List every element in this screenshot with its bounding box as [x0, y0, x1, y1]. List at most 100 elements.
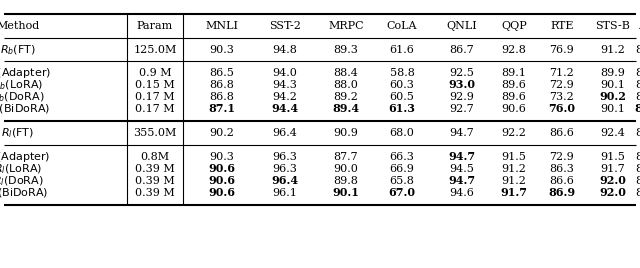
Text: $R_l$(Adapter): $R_l$(Adapter)	[0, 150, 50, 164]
Text: 72.9: 72.9	[550, 152, 574, 162]
Text: 90.6: 90.6	[502, 104, 527, 114]
Text: 67.0: 67.0	[388, 188, 415, 199]
Text: 84.6: 84.6	[636, 92, 640, 102]
Text: 90.9: 90.9	[333, 128, 358, 138]
Text: 65.8: 65.8	[390, 176, 415, 186]
Text: 0.8M: 0.8M	[140, 152, 170, 162]
Text: 84.4: 84.4	[636, 80, 640, 90]
Text: Method: Method	[0, 21, 40, 31]
Text: 94.8: 94.8	[273, 45, 298, 55]
Text: 85.5: 85.5	[636, 45, 640, 55]
Text: 91.2: 91.2	[502, 176, 527, 186]
Text: 73.2: 73.2	[550, 92, 574, 102]
Text: MRPC: MRPC	[328, 21, 364, 31]
Text: 90.1: 90.1	[600, 104, 625, 114]
Text: 89.1: 89.1	[502, 68, 527, 78]
Text: $R_l$(BiDoRA): $R_l$(BiDoRA)	[0, 186, 49, 200]
Text: 89.8: 89.8	[333, 176, 358, 186]
Text: 0.17 M: 0.17 M	[135, 92, 175, 102]
Text: $R_l$(DoRA): $R_l$(DoRA)	[0, 174, 44, 188]
Text: 87.7: 87.7	[333, 152, 358, 162]
Text: 90.6: 90.6	[209, 188, 236, 199]
Text: 90.3: 90.3	[209, 152, 234, 162]
Text: 92.9: 92.9	[449, 92, 474, 102]
Text: $R_b$(FT): $R_b$(FT)	[0, 43, 36, 57]
Text: $R_b$(Adapter): $R_b$(Adapter)	[0, 66, 52, 80]
Text: 96.1: 96.1	[273, 188, 298, 198]
Text: 0.39 M: 0.39 M	[135, 164, 175, 174]
Text: 76.0: 76.0	[548, 103, 575, 114]
Text: $R_b$(DoRA): $R_b$(DoRA)	[0, 90, 45, 104]
Text: 94.7: 94.7	[449, 176, 476, 187]
Text: 61.3: 61.3	[388, 103, 415, 114]
Text: 89.6: 89.6	[502, 92, 527, 102]
Text: $R_b$(LoRA): $R_b$(LoRA)	[0, 78, 44, 92]
Text: 88.4: 88.4	[636, 176, 640, 186]
Text: 90.6: 90.6	[209, 176, 236, 187]
Text: 92.0: 92.0	[600, 188, 627, 199]
Text: 0.15 M: 0.15 M	[135, 80, 175, 90]
Text: 94.7: 94.7	[449, 151, 476, 162]
Text: 125.0M: 125.0M	[133, 45, 177, 55]
Text: 68.0: 68.0	[390, 128, 415, 138]
Text: 355.0M: 355.0M	[133, 128, 177, 138]
Text: 71.2: 71.2	[550, 68, 574, 78]
Text: RTE: RTE	[550, 21, 573, 31]
Text: 76.9: 76.9	[550, 45, 574, 55]
Text: 96.4: 96.4	[271, 176, 299, 187]
Text: 85.2: 85.2	[634, 103, 640, 114]
Text: 91.7: 91.7	[600, 164, 625, 174]
Text: Avg: Avg	[637, 21, 640, 31]
Text: 90.2: 90.2	[600, 91, 627, 102]
Text: 58.8: 58.8	[390, 68, 415, 78]
Text: 0.17 M: 0.17 M	[135, 104, 175, 114]
Text: 91.2: 91.2	[502, 164, 527, 174]
Text: 61.6: 61.6	[390, 45, 415, 55]
Text: 72.9: 72.9	[550, 80, 574, 90]
Text: 89.9: 89.9	[600, 68, 625, 78]
Text: 92.5: 92.5	[449, 68, 474, 78]
Text: 88.0: 88.0	[333, 80, 358, 90]
Text: 94.0: 94.0	[273, 68, 298, 78]
Text: 90.0: 90.0	[333, 164, 358, 174]
Text: 88.9: 88.9	[636, 128, 640, 138]
Text: 86.9: 86.9	[548, 188, 575, 199]
Text: 92.2: 92.2	[502, 128, 527, 138]
Text: 86.6: 86.6	[550, 176, 575, 186]
Text: SST-2: SST-2	[269, 21, 301, 31]
Text: 92.8: 92.8	[502, 45, 527, 55]
Text: 94.2: 94.2	[273, 92, 298, 102]
Text: 0.9 M: 0.9 M	[139, 68, 172, 78]
Text: $R_b$(BiDoRA): $R_b$(BiDoRA)	[0, 102, 50, 116]
Text: 89.3: 89.3	[333, 45, 358, 55]
Text: 86.4: 86.4	[636, 152, 640, 162]
Text: 88.4: 88.4	[333, 68, 358, 78]
Text: 93.0: 93.0	[449, 80, 476, 91]
Text: 91.2: 91.2	[600, 45, 625, 55]
Text: 0.39 M: 0.39 M	[135, 176, 175, 186]
Text: 92.0: 92.0	[600, 176, 627, 187]
Text: 66.9: 66.9	[390, 164, 415, 174]
Text: 94.7: 94.7	[450, 128, 474, 138]
Text: $R_l$(LoRA): $R_l$(LoRA)	[0, 162, 42, 176]
Text: 94.6: 94.6	[449, 188, 474, 198]
Text: 83.8: 83.8	[636, 68, 640, 78]
Text: STS-B: STS-B	[596, 21, 630, 31]
Text: 91.5: 91.5	[502, 152, 527, 162]
Text: Param: Param	[137, 21, 173, 31]
Text: 86.5: 86.5	[209, 68, 234, 78]
Text: 94.4: 94.4	[271, 103, 299, 114]
Text: 89.6: 89.6	[502, 80, 527, 90]
Text: 86.6: 86.6	[550, 128, 575, 138]
Text: 89.2: 89.2	[333, 92, 358, 102]
Text: CoLA: CoLA	[387, 21, 417, 31]
Text: 87.1: 87.1	[209, 103, 236, 114]
Text: 88.4: 88.4	[636, 164, 640, 174]
Text: 90.1: 90.1	[333, 188, 360, 199]
Text: 92.7: 92.7	[450, 104, 474, 114]
Text: 89.4: 89.4	[332, 103, 360, 114]
Text: 0.39 M: 0.39 M	[135, 188, 175, 198]
Text: 88.6: 88.6	[636, 188, 640, 198]
Text: 96.3: 96.3	[273, 152, 298, 162]
Text: 90.2: 90.2	[209, 128, 234, 138]
